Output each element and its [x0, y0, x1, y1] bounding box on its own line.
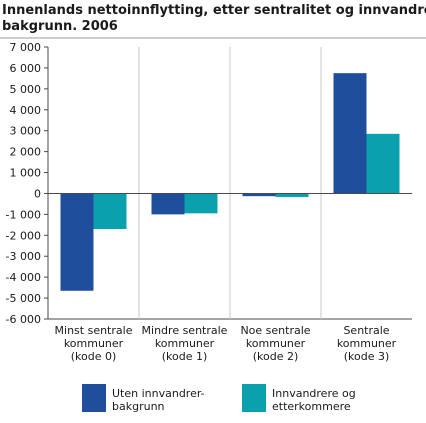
legend: Uten innvandrer-bakgrunn Innvandrere oget…	[82, 384, 356, 413]
x-category-label: Sentrale	[343, 324, 389, 337]
legend-label: bakgrunn	[112, 400, 165, 413]
y-tick-label: -2 000	[6, 229, 41, 242]
y-tick-label: -3 000	[6, 250, 41, 263]
bar	[366, 133, 400, 194]
chart-title-line: bakgrunn. 2006	[2, 19, 118, 34]
y-tick-label: 5 000	[10, 83, 42, 96]
bars	[48, 73, 412, 291]
y-tick-label: 7 000	[10, 41, 42, 54]
x-category-label: (kode 0)	[71, 350, 117, 363]
bar	[151, 193, 185, 215]
x-category-label: kommuner	[155, 337, 215, 350]
y-tick-label: 1 000	[10, 167, 42, 180]
y-tick-label: -4 000	[6, 271, 41, 284]
y-tick-label: 4 000	[10, 104, 42, 117]
x-category-label: (kode 1)	[162, 350, 208, 363]
y-tick-label: -1 000	[6, 208, 41, 221]
x-category-label: Minst sentrale	[55, 324, 133, 337]
x-category-label: Noe sentrale	[240, 324, 310, 337]
y-tick-label: -6 000	[6, 313, 41, 326]
bar	[60, 193, 94, 291]
chart-title-line: Innenlands nettoinnflytting, etter sentr…	[2, 3, 426, 18]
x-category-label: kommuner	[64, 337, 124, 350]
x-category-label: (kode 2)	[253, 350, 299, 363]
bar	[93, 193, 127, 230]
legend-label: Innvandrere og	[272, 387, 356, 400]
x-category-label: kommuner	[337, 337, 397, 350]
x-category-label: (kode 3)	[344, 350, 390, 363]
legend-label: etterkommere	[272, 400, 351, 413]
y-tick-label: 0	[34, 187, 41, 200]
x-category-label: Mindre sentrale	[142, 324, 228, 337]
bar	[242, 193, 276, 197]
legend-swatch	[242, 384, 266, 412]
y-tick-label: 3 000	[10, 125, 42, 138]
plot-area	[47, 47, 412, 320]
y-tick-label: 2 000	[10, 146, 42, 159]
bar	[275, 193, 309, 198]
legend-label: Uten innvandrer-	[112, 387, 205, 400]
bar	[333, 73, 367, 194]
x-category-label: kommuner	[246, 337, 306, 350]
y-axis: 7 000 6 000 5 000 4 000 3 000 2 000 1 000 0 -1 0…	[6, 41, 48, 326]
chart-title: Innenlands nettoinnflytting, etter sentr…	[2, 3, 426, 34]
y-tick-label: 6 000	[10, 62, 42, 75]
legend-swatch	[82, 384, 106, 412]
y-tick-label: -5 000	[6, 292, 41, 305]
bar	[184, 193, 218, 214]
